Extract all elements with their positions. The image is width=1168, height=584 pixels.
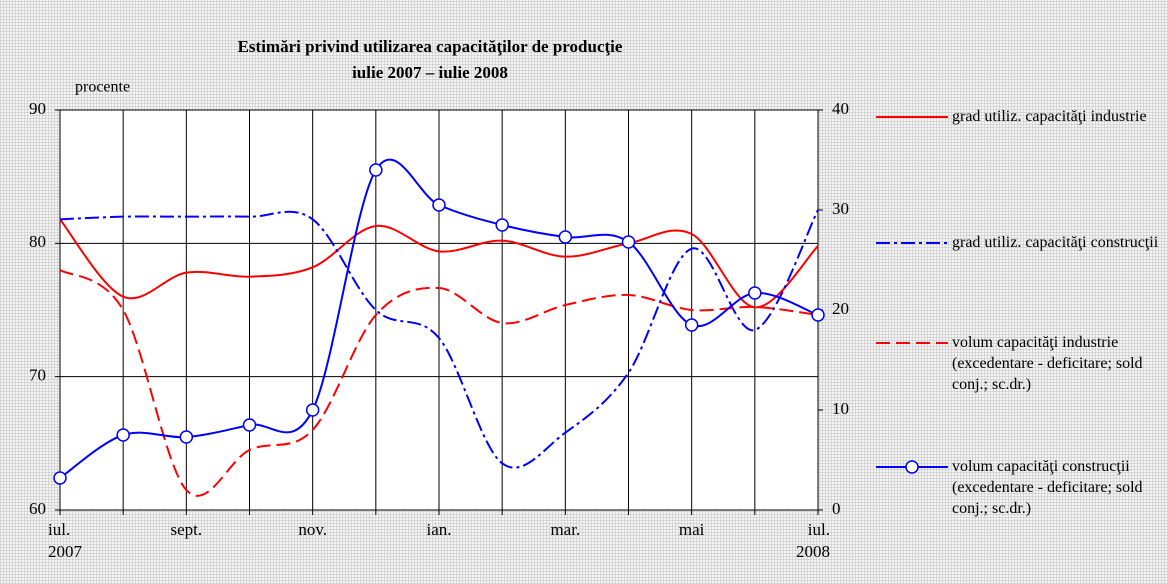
y-tick-label: 90 — [29, 99, 46, 118]
x-tick-label: mai — [678, 520, 705, 539]
marker — [116, 428, 130, 442]
legend-label: grad utiliz. capacităţi construcţii — [952, 234, 1159, 251]
marker — [179, 430, 194, 444]
marker — [558, 230, 573, 244]
y2-tick-label: 40 — [832, 99, 849, 118]
marker — [621, 235, 636, 249]
series-line — [59, 269, 819, 497]
marker — [53, 471, 67, 485]
x-tick-label: ian. — [426, 520, 452, 539]
x-tick-label: iul. 2008 — [796, 520, 830, 561]
y2-tick-label: 30 — [832, 199, 849, 218]
marker — [495, 218, 509, 232]
x-tick-label: iul. 2007 — [48, 520, 82, 561]
series-line — [59, 218, 819, 309]
series-line — [59, 209, 819, 469]
legend-label: volum capacităţi industrie (excedentare … — [952, 334, 1143, 393]
x-tick-label: nov. — [298, 520, 327, 539]
y2-tick-label: 20 — [832, 299, 849, 318]
y2-tick-label: 10 — [832, 399, 849, 418]
y-axis-label: procente — [75, 79, 130, 96]
chart-subtitle: iulie 2007 – iulie 2008 — [352, 63, 508, 82]
marker — [242, 418, 257, 432]
marker — [369, 163, 383, 177]
legend-label: volum capacităţi construcţii (excedentar… — [952, 458, 1143, 517]
y-tick-label: 70 — [29, 366, 46, 385]
y2-tick-label: 0 — [832, 499, 841, 518]
chart-title: Estimări privind utilizarea capacităţilo… — [238, 37, 623, 56]
legend-marker — [905, 460, 919, 474]
marker — [748, 286, 762, 300]
marker — [432, 198, 446, 212]
marker — [305, 403, 320, 417]
y-tick-label: 60 — [29, 499, 46, 518]
marker — [684, 318, 699, 332]
x-tick-label: sept. — [170, 520, 203, 539]
x-tick-label: mar. — [550, 520, 581, 539]
y-tick-label: 80 — [29, 232, 46, 251]
legend-label: grad utiliz. capacităţi industrie — [952, 108, 1147, 125]
marker — [811, 308, 825, 322]
